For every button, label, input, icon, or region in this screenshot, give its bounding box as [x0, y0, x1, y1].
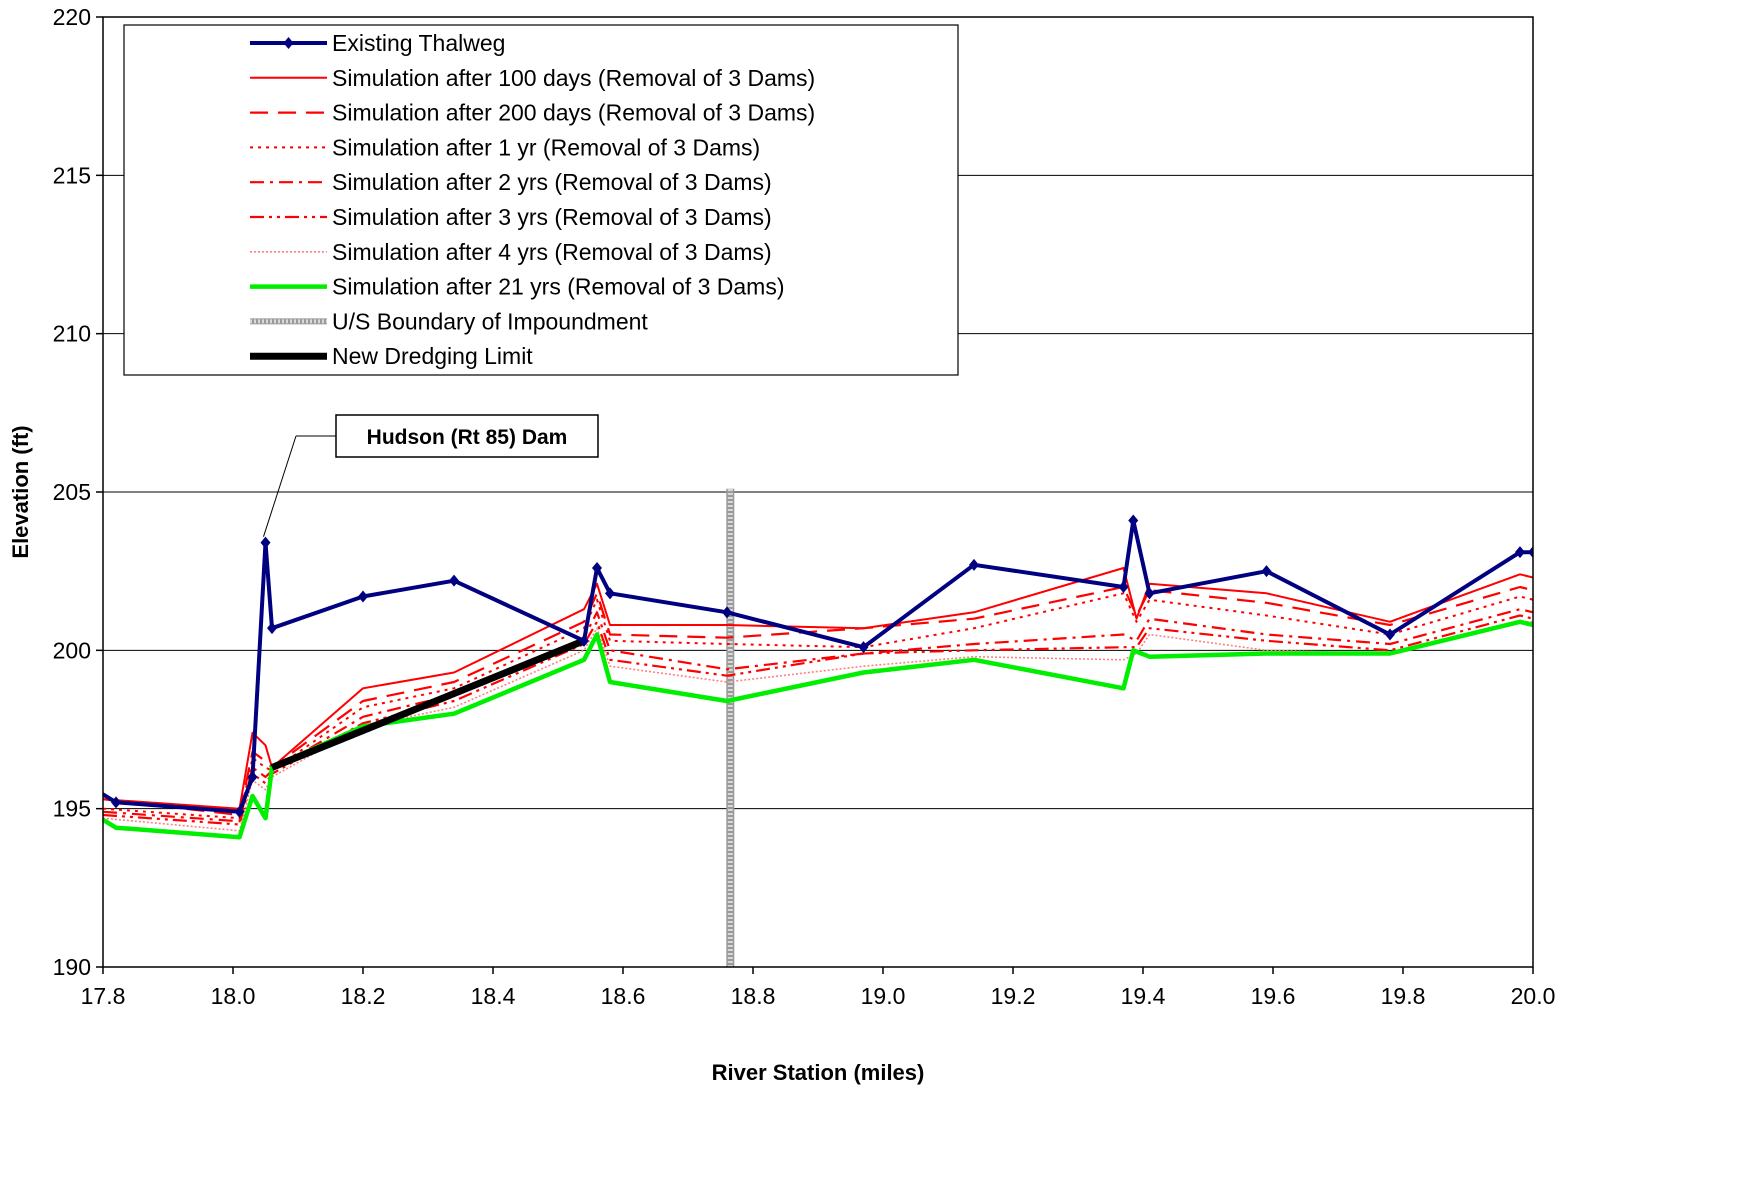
series-line-new-dredging-limit [270, 637, 586, 771]
y-axis-title: Elevation (ft) [8, 425, 33, 558]
thalweg-marker-17 [1261, 565, 1272, 578]
y-tick-label-195: 195 [53, 796, 91, 822]
series-line-existing-thalweg [103, 518, 1533, 814]
series-line-simulation-after-4-yrs-removal-of-3-dams [103, 620, 1533, 832]
annotation-leader-line [263, 435, 297, 537]
annotation-text: Hudson (Rt 85) Dam [367, 426, 568, 449]
y-tick-label-215: 215 [53, 162, 91, 188]
y-tick-label-220: 220 [53, 4, 91, 30]
thalweg-marker-13 [969, 558, 979, 571]
y-tick-label-210: 210 [53, 321, 91, 347]
thalweg-marker-6 [358, 590, 368, 603]
y-tick-label-190: 190 [53, 954, 91, 980]
y-tick-label-205: 205 [53, 479, 91, 505]
thalweg-marker-4 [260, 536, 271, 549]
thalweg-marker-9 [592, 562, 602, 574]
x-tick-label-19.6: 19.6 [1251, 983, 1296, 1009]
x-tick-label-17.8: 17.8 [81, 983, 126, 1009]
legend-label-6: Simulation after 4 yrs (Removal of 3 Dam… [332, 239, 772, 265]
x-tick-label-19.0: 19.0 [861, 983, 906, 1009]
series-line-simulation-after-200-days-removal-of-3-dams [103, 585, 1533, 817]
y-tick-label-200: 200 [53, 637, 91, 663]
legend-marker-0 [283, 37, 294, 49]
thalweg-marker-1 [111, 796, 121, 809]
series-line-simulation-after-21-yrs-removal-of-3-dams [103, 619, 1533, 840]
annotation-box [335, 414, 599, 458]
x-tick-label-18.0: 18.0 [211, 983, 256, 1009]
series-line-simulation-after-2-yrs-removal-of-3-dams [103, 608, 1533, 823]
x-tick-label-19.4: 19.4 [1121, 983, 1166, 1009]
annotation-layer: Hudson (Rt 85) Dam [263, 414, 599, 537]
legend-label-1: Simulation after 100 days (Removal of 3 … [332, 65, 815, 91]
x-tick-label-19.8: 19.8 [1381, 983, 1426, 1009]
legend-label-8: U/S Boundary of Impoundment [332, 308, 648, 334]
thalweg-marker-16 [1144, 587, 1155, 600]
thalweg-marker-12 [858, 641, 869, 654]
legend-label-2: Simulation after 200 days (Removal of 3 … [332, 100, 815, 126]
thalweg-marker-18 [1385, 628, 1395, 641]
y-axis-ticks: 190 195 200 205 210 215 220 [53, 4, 103, 980]
legend-label-7: Simulation after 21 yrs (Removal of 3 Da… [332, 274, 785, 300]
x-axis-title: River Station (miles) [712, 1060, 925, 1085]
series-line-simulation-after-100-days-removal-of-3-dams [103, 567, 1533, 810]
legend-label-5: Simulation after 3 yrs (Removal of 3 Dam… [332, 204, 772, 230]
x-tick-label-18.6: 18.6 [601, 983, 646, 1009]
thalweg-marker-14 [1118, 581, 1129, 593]
x-tick-label-20.0: 20.0 [1511, 983, 1556, 1009]
thalweg-marker-5 [267, 622, 277, 635]
x-axis-ticks: 17.8 18.0 18.2 18.4 18.6 18.8 19.0 19.2 19.4 19.6… [81, 967, 1556, 1009]
legend-label-0: Existing Thalweg [332, 30, 505, 56]
thalweg-marker-19 [1515, 546, 1525, 559]
thalweg-marker-0 [85, 781, 95, 793]
x-tick-label-18.4: 18.4 [471, 983, 516, 1009]
x-tick-label-18.8: 18.8 [731, 983, 776, 1009]
thalweg-marker-2 [234, 805, 245, 818]
legend-label-9: New Dredging Limit [332, 343, 533, 369]
thalweg-marker-8 [579, 634, 589, 647]
thalweg-marker-11 [722, 606, 732, 619]
series-line-simulation-after-3-yrs-removal-of-3-dams [103, 614, 1533, 826]
legend-label-4: Simulation after 2 yrs (Removal of 3 Dam… [332, 169, 772, 195]
thalweg-marker-15 [1128, 514, 1139, 527]
thalweg-marker-10 [605, 587, 615, 600]
legend: Existing Thalweg Simulation after 100 day… [123, 24, 959, 376]
x-tick-label-18.2: 18.2 [341, 983, 386, 1009]
thalweg-marker-7 [449, 574, 459, 587]
legend-label-3: Simulation after 1 yr (Removal of 3 Dams… [332, 134, 760, 160]
series-layer [85, 514, 1533, 840]
legend-box [123, 24, 959, 376]
thalweg-marker-3 [247, 771, 258, 783]
thalweg-marker-20 [1528, 546, 1533, 559]
x-tick-label-19.2: 19.2 [991, 983, 1036, 1009]
